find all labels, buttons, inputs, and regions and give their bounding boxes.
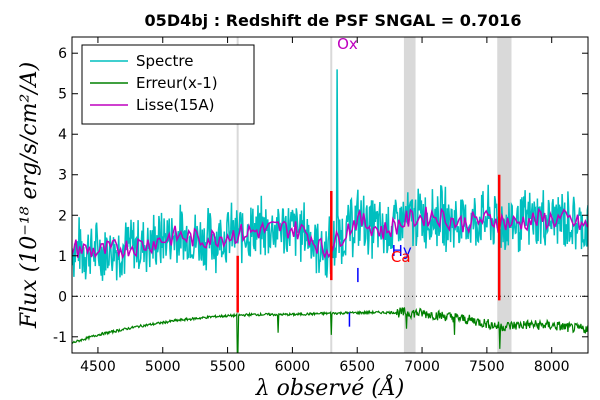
legend-box	[81, 44, 255, 125]
chart-title: 05D4bj : Redshift de PSF SNGAL = 0.7016	[145, 11, 522, 30]
y-tick-label: 5	[58, 87, 67, 103]
telluric-band	[403, 37, 416, 353]
y-tick-label: 6	[58, 46, 67, 62]
legend-label-erreur: Erreur(x-1)	[136, 74, 218, 92]
line-id-label-ox: Ox	[337, 35, 358, 53]
legend: Spectre Erreur(x-1) Lisse(15A)	[81, 44, 255, 125]
legend-label-lisse: Lisse(15A)	[136, 96, 214, 114]
telluric-band	[236, 37, 239, 353]
x-axis-label: λ observé (Å)	[255, 373, 405, 400]
y-axis-label: Flux (10⁻¹⁸ erg/s/cm²/A)	[17, 62, 42, 329]
x-tick-label: 7500	[469, 359, 505, 375]
y-tick-label: 3	[58, 168, 67, 184]
x-tick-label: 8000	[534, 359, 570, 375]
plot-frame	[71, 36, 589, 354]
line-id-label-hy: Hy	[392, 242, 412, 260]
lisse-series	[72, 206, 588, 260]
axis-ticks: 4500 5000 5500 6000 6500 7000 7500 8000 -1 0 1 2 3 4 5…	[53, 37, 588, 375]
x-tick-label: 5000	[145, 359, 181, 375]
y-tick-label: 0	[58, 289, 67, 305]
line-id-label-ca: Ca	[391, 248, 411, 266]
erreur-series	[72, 306, 588, 353]
x-tick-label: 6000	[275, 359, 311, 375]
x-tick-label: 7000	[404, 359, 440, 375]
y-tick-label: 1	[58, 249, 67, 265]
x-tick-label: 4500	[80, 359, 116, 375]
y-tick-label: -1	[53, 330, 67, 346]
legend-label-spectre: Spectre	[136, 52, 193, 70]
x-tick-label: 6500	[339, 359, 375, 375]
spectre-series	[72, 69, 588, 281]
x-tick-label: 5500	[210, 359, 246, 375]
telluric-band	[497, 37, 512, 353]
y-tick-label: 2	[58, 208, 67, 224]
y-tick-label: 4	[58, 127, 67, 143]
